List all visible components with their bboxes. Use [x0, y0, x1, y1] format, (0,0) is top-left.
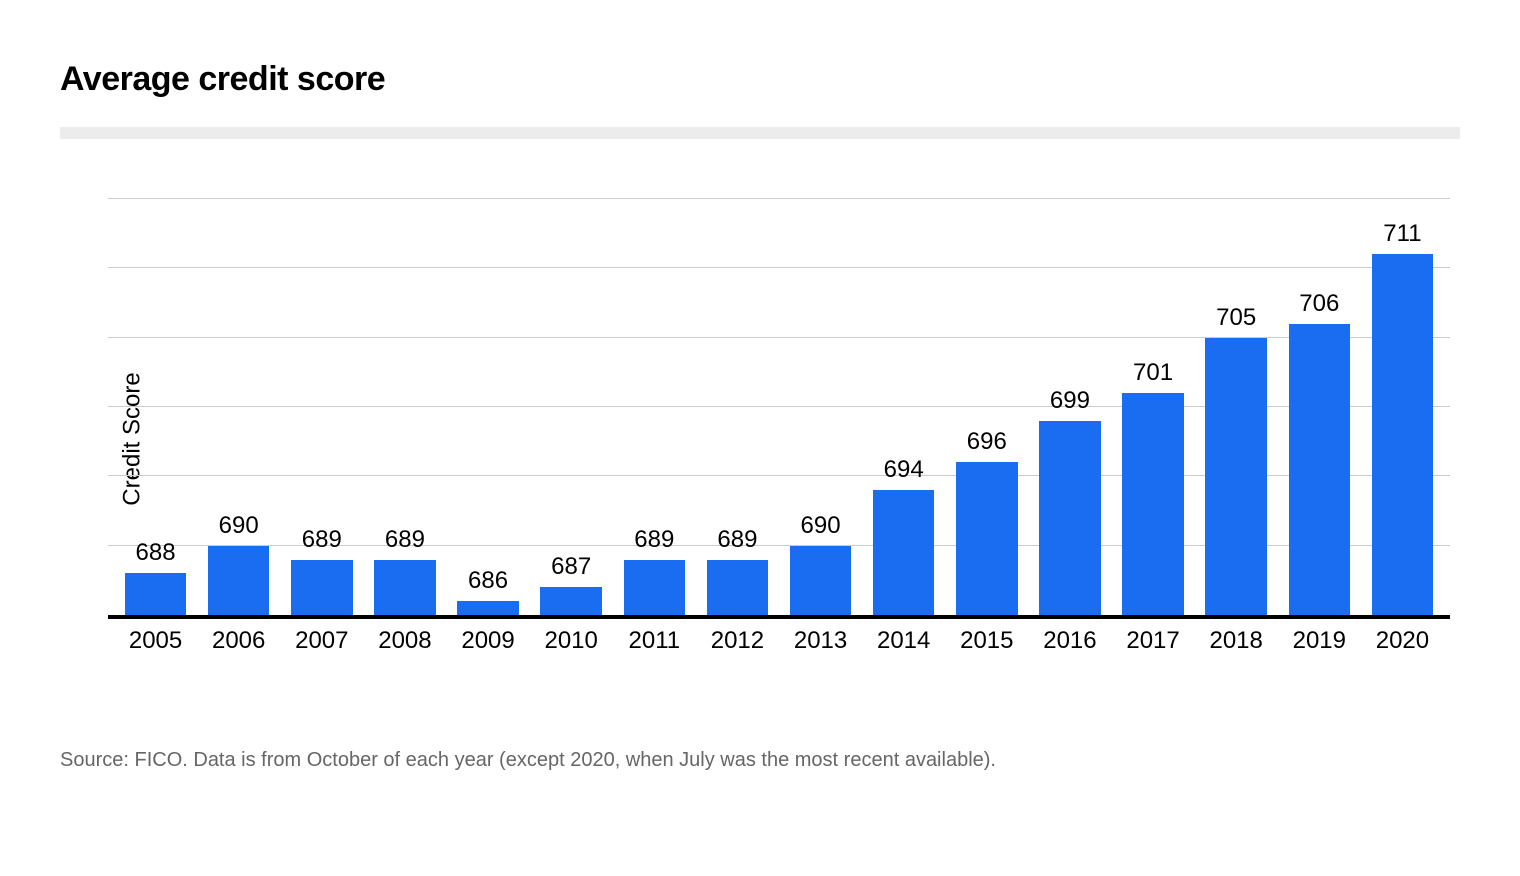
bar-column: 689 — [696, 199, 779, 615]
bar-value-label: 686 — [468, 567, 508, 595]
bar-value-label: 690 — [219, 512, 259, 540]
plot-area: 688 690 689 689 686 687 689 689 690 694 696 699 701 7… — [108, 199, 1450, 619]
x-axis-label: 2011 — [613, 627, 696, 655]
bar-value-label: 689 — [385, 526, 425, 554]
bar — [873, 490, 935, 615]
bar-value-label: 689 — [717, 526, 757, 554]
bar-column: 686 — [447, 199, 530, 615]
bar-column: 701 — [1112, 199, 1195, 615]
x-axis-label: 2019 — [1278, 627, 1361, 655]
bar-value-label: 689 — [302, 526, 342, 554]
bar — [707, 560, 769, 615]
x-axis-label: 2016 — [1028, 627, 1111, 655]
bar — [125, 573, 187, 615]
bar-column: 690 — [197, 199, 280, 615]
x-axis-label: 2012 — [696, 627, 779, 655]
bar — [956, 462, 1018, 615]
x-axis-label: 2008 — [363, 627, 446, 655]
bar-value-label: 689 — [634, 526, 674, 554]
bar-column: 694 — [862, 199, 945, 615]
x-axis-label: 2010 — [530, 627, 613, 655]
x-axis-label: 2013 — [779, 627, 862, 655]
bar — [457, 601, 519, 615]
bar — [291, 560, 353, 615]
bar — [790, 546, 852, 615]
bar — [374, 560, 436, 615]
bar — [1372, 254, 1434, 615]
x-axis-label: 2014 — [862, 627, 945, 655]
x-axis-label: 2017 — [1112, 627, 1195, 655]
bar-column: 689 — [613, 199, 696, 615]
bar-column: 699 — [1028, 199, 1111, 615]
bar-column: 690 — [779, 199, 862, 615]
x-axis-label: 2015 — [945, 627, 1028, 655]
x-axis-label: 2018 — [1195, 627, 1278, 655]
bar-column: 696 — [945, 199, 1028, 615]
bar — [1122, 393, 1184, 615]
x-axis: 2005200620072008200920102011201220132014… — [108, 619, 1450, 655]
title-divider — [60, 127, 1460, 139]
x-axis-label: 2007 — [280, 627, 363, 655]
bar-column: 689 — [363, 199, 446, 615]
bar-value-label: 690 — [801, 512, 841, 540]
bar-column: 687 — [530, 199, 613, 615]
source-text: Source: FICO. Data is from October of ea… — [60, 749, 1460, 772]
x-axis-label: 2006 — [197, 627, 280, 655]
bar-value-label: 688 — [136, 539, 176, 567]
bar-value-label: 694 — [884, 456, 924, 484]
chart-container: Average credit score Credit Score 688690… — [0, 0, 1520, 876]
x-axis-label: 2005 — [114, 627, 197, 655]
bars-group: 688 690 689 689 686 687 689 689 690 694 696 699 701 7… — [108, 199, 1450, 615]
bar-value-label: 699 — [1050, 387, 1090, 415]
bar — [1039, 421, 1101, 615]
bar — [540, 587, 602, 615]
bar-value-label: 696 — [967, 428, 1007, 456]
bar — [1289, 324, 1351, 615]
bar-value-label: 706 — [1299, 290, 1339, 318]
bar-value-label: 705 — [1216, 304, 1256, 332]
bar-value-label: 701 — [1133, 359, 1173, 387]
bar-column: 705 — [1195, 199, 1278, 615]
bar-value-label: 687 — [551, 553, 591, 581]
bar-value-label: 711 — [1383, 220, 1421, 248]
x-axis-label: 2009 — [447, 627, 530, 655]
chart-title: Average credit score — [60, 60, 1460, 99]
bar — [624, 560, 686, 615]
bar — [1205, 338, 1267, 615]
x-axis-label: 2020 — [1361, 627, 1444, 655]
bar-column: 711 — [1361, 199, 1444, 615]
bar — [208, 546, 270, 615]
bar-column: 689 — [280, 199, 363, 615]
bar-column: 688 — [114, 199, 197, 615]
chart-area: Credit Score 688690689689686687689689690… — [108, 199, 1450, 679]
bar-column: 706 — [1278, 199, 1361, 615]
